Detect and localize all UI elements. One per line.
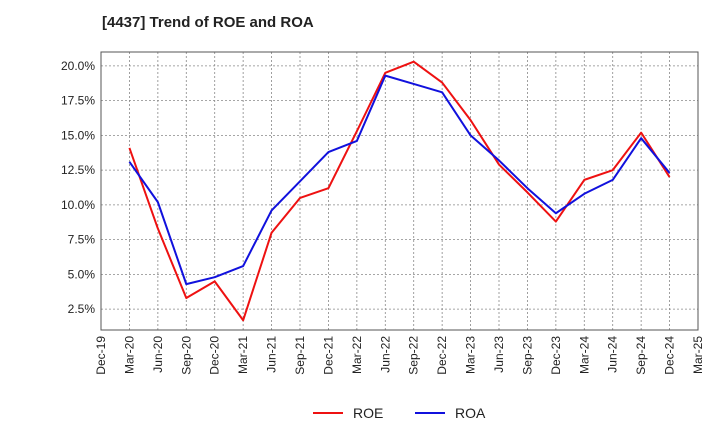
x-tick-label: Mar-20 <box>122 336 136 374</box>
plot-area-frame <box>100 51 699 331</box>
y-axis-ticks: 2.5% 5.0% 7.5% 10.0% 12.5% 15.0% 17.5% 20.0% <box>61 59 95 316</box>
y-tick-label: 7.5% <box>68 233 96 247</box>
series-group <box>128 60 671 322</box>
y-tick-label: 2.5% <box>68 302 96 316</box>
x-axis-ticks: Dec-19 Mar-20 Jun-20 Sep-20 Dec-20 Mar-21 Jun-… <box>94 336 705 375</box>
x-tick-label: Mar-21 <box>236 336 250 374</box>
x-tick-label: Mar-24 <box>577 336 591 374</box>
x-tick-label: Jun-23 <box>492 336 506 373</box>
x-tick-label: Sep-21 <box>293 336 307 375</box>
x-tick-label: Dec-22 <box>435 336 449 375</box>
x-tick-label: Sep-23 <box>520 336 534 375</box>
x-tick-label: Sep-20 <box>179 336 193 375</box>
x-tick-label: Dec-21 <box>321 336 335 375</box>
x-tick-label: Dec-20 <box>208 336 222 375</box>
y-tick-label: 15.0% <box>61 128 95 142</box>
series-line-roe <box>128 60 671 322</box>
legend-label-roe: ROE <box>353 405 383 421</box>
y-tick-label: 17.5% <box>61 94 95 108</box>
x-tick-label: Mar-25 <box>691 336 705 374</box>
series-line-roa <box>128 74 671 286</box>
x-tick-label: Mar-23 <box>464 336 478 374</box>
x-tick-label: Jun-21 <box>265 336 279 373</box>
y-tick-label: 5.0% <box>68 267 96 281</box>
legend-label-roa: ROA <box>455 405 486 421</box>
y-tick-label: 10.0% <box>61 198 95 212</box>
x-tick-label: Dec-24 <box>663 336 677 375</box>
x-tick-label: Dec-23 <box>549 336 563 375</box>
x-tick-label: Sep-22 <box>407 336 421 375</box>
x-tick-label: Jun-22 <box>378 336 392 373</box>
x-tick-label: Sep-24 <box>634 336 648 375</box>
grid-lines <box>100 52 699 330</box>
x-tick-label: Mar-22 <box>350 336 364 374</box>
y-tick-label: 20.0% <box>61 59 95 73</box>
legend: ROE ROA <box>313 405 486 421</box>
chart-title: [4437] Trend of ROE and ROA <box>102 14 314 31</box>
y-tick-label: 12.5% <box>61 163 95 177</box>
x-tick-label: Jun-24 <box>606 336 620 373</box>
x-tick-label: Dec-19 <box>94 336 108 375</box>
x-tick-label: Jun-20 <box>151 336 165 373</box>
